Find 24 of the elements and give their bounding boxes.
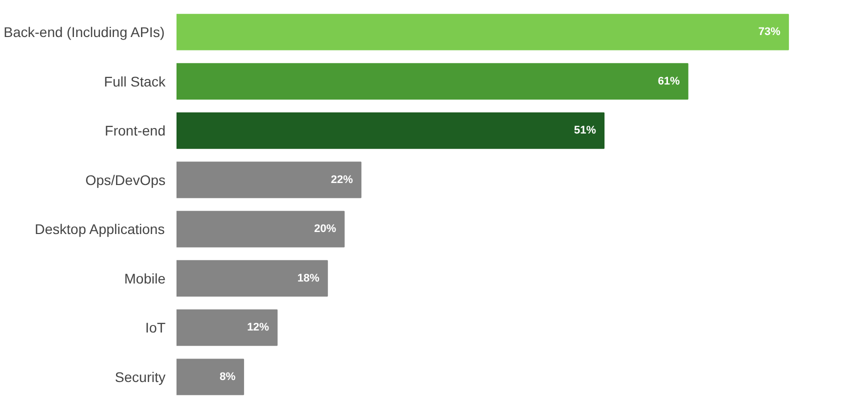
bar	[176, 210, 345, 248]
bar	[176, 358, 244, 396]
bar	[176, 260, 328, 297]
data-label: 8%	[220, 370, 236, 383]
y-tick-label: Mobile	[124, 270, 166, 286]
data-label: 61%	[658, 75, 680, 88]
y-tick-label: Security	[114, 368, 166, 385]
data-label: 22%	[330, 174, 354, 186]
bar	[176, 162, 362, 198]
bar	[176, 309, 278, 346]
data-label: 51%	[574, 124, 596, 137]
data-label: 12%	[247, 322, 270, 334]
bar	[176, 112, 605, 149]
y-tick-label: Ops/DevOps	[85, 172, 166, 188]
y-tick-label: Desktop Applications	[34, 221, 165, 238]
y-tick-label: Front-end	[104, 122, 166, 139]
data-label: 73%	[758, 26, 781, 38]
y-tick-label: IoT	[145, 320, 166, 336]
y-tick-label: Back-end (Including APIs)	[4, 24, 165, 40]
data-label: 20%	[314, 223, 336, 236]
bar	[176, 14, 789, 50]
y-tick-label: Full Stack	[104, 73, 166, 90]
bar	[176, 63, 688, 100]
data-label: 18%	[297, 272, 320, 284]
